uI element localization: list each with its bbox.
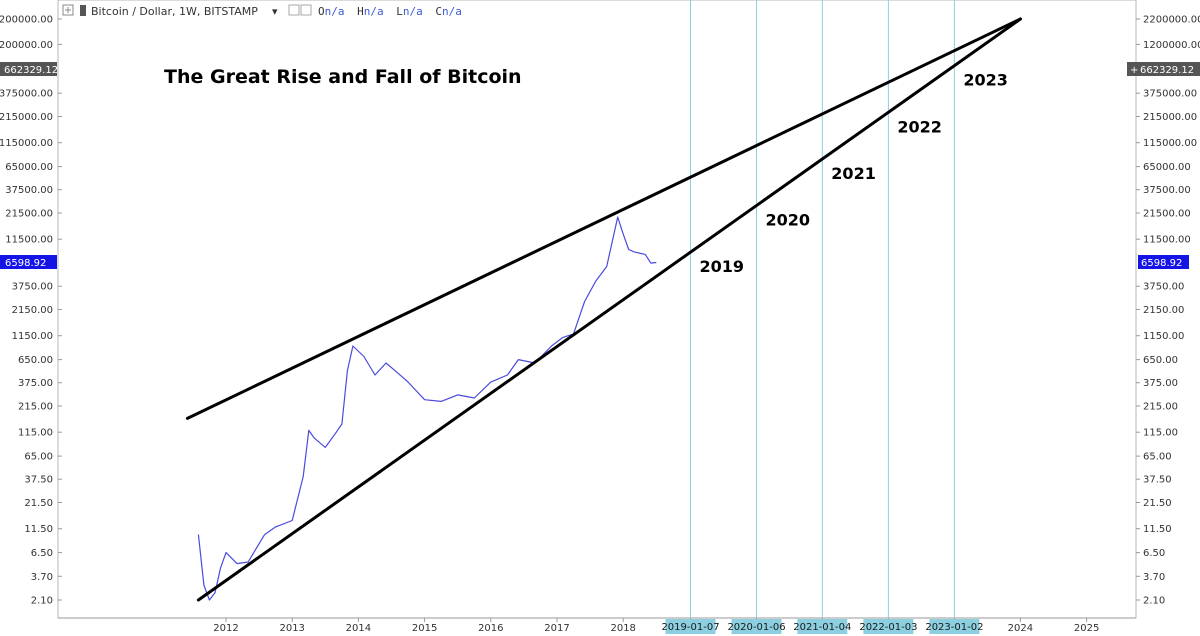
y-tick-label-right: 11500.00 xyxy=(1143,235,1191,246)
y-tick-label-right: 650.00 xyxy=(1143,355,1178,366)
y-tick-label-left: 650.00 xyxy=(18,355,53,366)
x-date-badge-label: 2020-01-06 xyxy=(727,622,785,633)
svg-text:6598.92: 6598.92 xyxy=(5,258,46,269)
year-annotation: 2022 xyxy=(897,117,942,136)
ohlc-values: On/a Hn/a Ln/a Cn/a xyxy=(318,5,462,18)
y-tick-label-right: 2150.00 xyxy=(1143,305,1184,316)
y-tick-label-right: 115000.00 xyxy=(1143,138,1197,149)
year-annotation: 2019 xyxy=(700,257,745,276)
y-tick-label-left: 3.70 xyxy=(31,572,53,583)
x-date-badge-label: 2019-01-07 xyxy=(661,622,719,633)
current-price-badge-left: 6598.92 xyxy=(0,255,57,269)
y-tick-label-left: 375.00 xyxy=(18,378,53,389)
price-series-line xyxy=(197,216,657,601)
x-tick-label: 2012 xyxy=(213,623,238,634)
y-tick-label-right: 37500.00 xyxy=(1143,185,1191,196)
y-tick-label-left: 2200000.00 xyxy=(0,15,53,26)
y-tick-label-right: 215000.00 xyxy=(1143,112,1197,123)
y-tick-label-left: 375000.00 xyxy=(0,89,53,100)
x-date-badge-label: 2023-01-02 xyxy=(925,622,983,633)
y-tick-label-left: 215000.00 xyxy=(0,112,53,123)
y-tick-label-right: 2.10 xyxy=(1143,596,1165,607)
y-tick-label-left: 21.50 xyxy=(24,498,53,509)
x-tick-label: 2018 xyxy=(610,623,635,634)
y-tick-label-right: 375000.00 xyxy=(1143,89,1197,100)
trend-line-upper xyxy=(185,17,1022,420)
x-tick-label: 2025 xyxy=(1074,623,1099,634)
y-tick-label-left: 3750.00 xyxy=(12,282,53,293)
x-tick-label: 2014 xyxy=(346,623,371,634)
y-tick-label-right: 65000.00 xyxy=(1143,162,1191,173)
x-date-badge xyxy=(929,619,980,634)
chart-title: The Great Rise and Fall of Bitcoin xyxy=(164,66,522,88)
y-tick-label-left: 1150.00 xyxy=(12,331,53,342)
x-date-badge-label: 2022-01-03 xyxy=(859,622,917,633)
y-tick-label-left: 115000.00 xyxy=(0,138,53,149)
y-tick-label-right: 2200000.00 xyxy=(1143,15,1200,26)
y-tick-label-right: 21500.00 xyxy=(1143,209,1191,220)
upper-price-badge-right: + 662329.12 xyxy=(1127,62,1200,76)
year-annotation: 2020 xyxy=(766,211,811,230)
y-tick-label-left: 6.50 xyxy=(31,548,53,559)
svg-text:662329.12: 662329.12 xyxy=(1140,65,1194,76)
x-date-badge xyxy=(731,619,782,634)
y-tick-label-right: 375.00 xyxy=(1143,378,1178,389)
symbol-label[interactable]: Bitcoin / Dollar, 1W, BITSTAMP xyxy=(91,5,258,18)
y-tick-label-right: 3750.00 xyxy=(1143,282,1184,293)
y-tick-label-left: 2150.00 xyxy=(12,305,53,316)
y-tick-label-left: 2.10 xyxy=(31,596,53,607)
y-tick-label-left: 215.00 xyxy=(18,402,53,413)
upper-price-badge-left: 662329.12 xyxy=(0,62,58,76)
y-tick-label-left: 65.00 xyxy=(24,452,53,463)
y-tick-label-right: 6.50 xyxy=(1143,548,1165,559)
y-tick-label-right: 3.70 xyxy=(1143,572,1165,583)
y-tick-label-right: 21.50 xyxy=(1143,498,1172,509)
x-date-badge-label: 2021-01-04 xyxy=(793,622,851,633)
y-tick-label-right: 37.50 xyxy=(1143,475,1172,486)
y-tick-label-right: 215.00 xyxy=(1143,402,1178,413)
x-tick-label: 2017 xyxy=(544,623,569,634)
svg-text:662329.12: 662329.12 xyxy=(4,65,58,76)
y-tick-label-left: 1200000.00 xyxy=(0,40,53,51)
visibility-icon[interactable] xyxy=(288,4,312,16)
x-date-badge xyxy=(665,619,716,634)
x-date-badge xyxy=(863,619,914,634)
current-price-badge-right: 6598.92 xyxy=(1138,255,1189,269)
x-tick-label: 2015 xyxy=(412,623,437,634)
y-tick-label-left: 37.50 xyxy=(24,475,53,486)
trend-line-lower xyxy=(196,17,1022,602)
svg-text:6598.92: 6598.92 xyxy=(1141,258,1182,269)
y-tick-label-right: 1200000.00 xyxy=(1143,40,1200,51)
chart-header: Bitcoin / Dollar, 1W, BITSTAMP ▾ On/a Hn… xyxy=(62,4,462,18)
expand-icon[interactable] xyxy=(62,4,74,16)
y-tick-label-left: 11500.00 xyxy=(5,235,53,246)
year-annotation: 2023 xyxy=(963,71,1008,90)
x-tick-label: 2024 xyxy=(1008,623,1033,634)
svg-text:+: + xyxy=(1130,65,1138,76)
plot-area[interactable] xyxy=(57,0,1137,619)
y-tick-label-left: 65000.00 xyxy=(5,162,53,173)
candle-icon xyxy=(80,5,86,16)
x-date-badge xyxy=(797,619,848,634)
y-tick-label-left: 115.00 xyxy=(18,428,53,439)
y-tick-label-right: 1150.00 xyxy=(1143,331,1184,342)
y-tick-label-left: 11.50 xyxy=(24,524,53,535)
y-tick-label-left: 37500.00 xyxy=(5,185,53,196)
year-annotation: 2021 xyxy=(831,164,876,183)
y-tick-label-right: 65.00 xyxy=(1143,452,1172,463)
y-tick-label-left: 21500.00 xyxy=(5,209,53,220)
y-tick-label-right: 11.50 xyxy=(1143,524,1172,535)
symbol-dropdown-icon[interactable]: ▾ xyxy=(272,5,278,18)
x-tick-label: 2016 xyxy=(478,623,503,634)
x-tick-label: 2013 xyxy=(279,623,304,634)
y-tick-label-right: 115.00 xyxy=(1143,428,1178,439)
